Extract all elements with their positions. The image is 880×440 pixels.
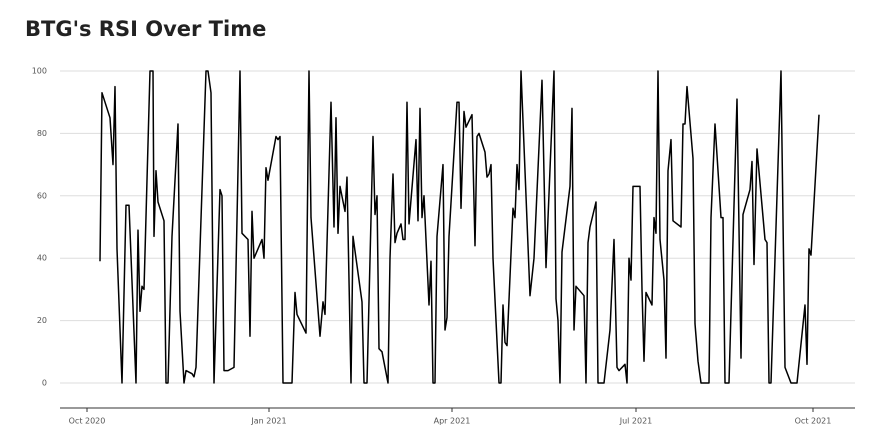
y-tick-label: 40 bbox=[37, 254, 47, 263]
chart-title: BTG's RSI Over Time bbox=[25, 17, 266, 41]
y-tick-label: 0 bbox=[42, 379, 47, 388]
y-tick-label: 80 bbox=[37, 129, 47, 138]
x-tick-label: Apr 2021 bbox=[434, 417, 471, 426]
y-tick-label: 20 bbox=[37, 316, 47, 325]
x-tick-label: Oct 2021 bbox=[795, 417, 832, 426]
y-tick-label: 60 bbox=[37, 191, 47, 200]
y-tick-label: 100 bbox=[32, 66, 47, 75]
x-tick-label: Jul 2021 bbox=[619, 417, 653, 426]
x-tick-label: Oct 2020 bbox=[69, 417, 106, 426]
x-tick-label: Jan 2021 bbox=[250, 417, 286, 426]
line bbox=[99, 70, 820, 384]
